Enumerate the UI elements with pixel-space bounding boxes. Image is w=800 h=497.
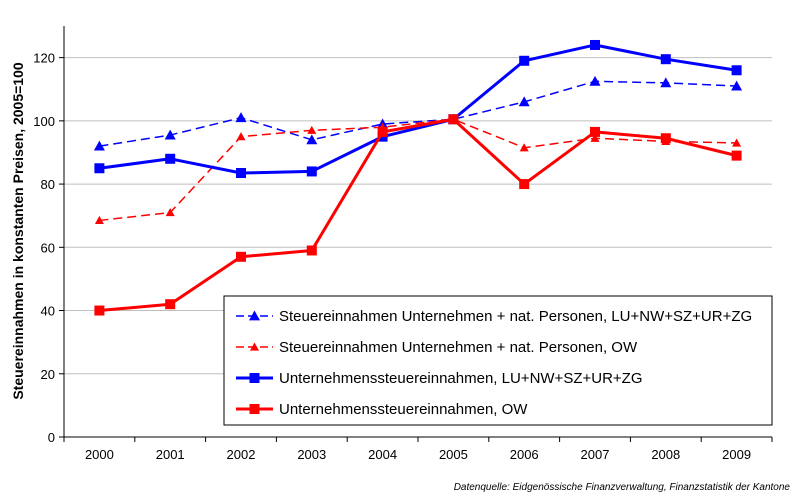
data-point bbox=[732, 138, 742, 147]
x-tick-labels: 2000 2001 2002 2003 2004 2005 2006 2007 2008 2009 bbox=[85, 447, 751, 462]
legend-item: Unternehmenssteuereinnahmen, LU+NW+SZ+UR… bbox=[236, 370, 643, 387]
series-1 bbox=[93, 75, 743, 151]
series-layer bbox=[93, 39, 743, 316]
data-point bbox=[731, 150, 742, 161]
data-point bbox=[519, 179, 530, 190]
data-point bbox=[164, 129, 176, 140]
x-tick-label: 2000 bbox=[85, 447, 114, 462]
data-point bbox=[518, 96, 530, 107]
y-tick-label: 40 bbox=[41, 304, 55, 319]
series-line bbox=[99, 43, 737, 175]
data-point bbox=[590, 39, 600, 50]
legend-swatch-marker bbox=[249, 310, 260, 321]
data-point bbox=[236, 168, 246, 179]
x-tick-label: 2002 bbox=[227, 447, 256, 462]
x-tick-label: 2008 bbox=[651, 447, 680, 462]
data-point bbox=[94, 215, 104, 225]
data-point bbox=[590, 133, 600, 142]
series-3 bbox=[94, 39, 742, 179]
data-source-note: Datenquelle: Eidgenössische Finanzverwal… bbox=[454, 482, 791, 493]
legend-swatch-marker bbox=[249, 404, 260, 414]
x-tick-label: 2001 bbox=[156, 447, 185, 462]
y-tick-label: 20 bbox=[41, 367, 55, 382]
y-tick-label: 60 bbox=[41, 240, 55, 255]
x-tick-label: 2005 bbox=[439, 447, 468, 462]
legend-item: Steuereinnahmen Unternehmen + nat. Perso… bbox=[236, 339, 638, 356]
data-point bbox=[236, 132, 246, 141]
data-point bbox=[589, 75, 601, 86]
series-line bbox=[99, 80, 737, 147]
y-tick-label: 120 bbox=[33, 51, 55, 66]
legend-swatch-marker bbox=[250, 342, 259, 351]
data-point bbox=[660, 54, 671, 65]
x-tick-label: 2006 bbox=[510, 447, 539, 462]
axes bbox=[59, 26, 773, 442]
legend-box bbox=[223, 295, 773, 426]
data-point bbox=[165, 153, 176, 164]
data-point bbox=[165, 208, 175, 217]
y-axis-label: Steuereinnahmen in konstanten Preisen, 2… bbox=[10, 62, 26, 400]
series-line bbox=[99, 118, 737, 222]
data-point bbox=[165, 299, 176, 310]
legend: Steuereinnahmen Unternehmen + nat. Perso… bbox=[223, 295, 773, 426]
data-point bbox=[731, 80, 743, 91]
data-point bbox=[448, 114, 459, 125]
legend-swatch-marker bbox=[249, 373, 260, 383]
y-tick-labels: 0 20 40 60 80 100 120 bbox=[33, 51, 55, 445]
data-point bbox=[519, 55, 530, 66]
data-point bbox=[660, 77, 672, 88]
x-tick-label: 2007 bbox=[581, 447, 610, 462]
data-point bbox=[660, 133, 671, 144]
series-2 bbox=[94, 114, 742, 225]
x-tick-label: 2003 bbox=[297, 447, 326, 462]
data-point bbox=[590, 126, 600, 137]
data-point bbox=[306, 134, 318, 145]
data-point bbox=[731, 65, 742, 76]
legend-label: Steuereinnahmen Unternehmen + nat. Perso… bbox=[279, 339, 638, 356]
data-point bbox=[236, 251, 246, 262]
legend-label: Unternehmenssteuereinnahmen, OW bbox=[279, 401, 528, 418]
series-line bbox=[99, 117, 737, 313]
legend-item: Steuereinnahmen Unternehmen + nat. Perso… bbox=[236, 308, 752, 325]
y-tick-label: 0 bbox=[48, 430, 55, 445]
series-4 bbox=[94, 114, 742, 316]
data-point bbox=[307, 125, 317, 134]
data-point bbox=[377, 126, 388, 137]
data-point bbox=[519, 143, 529, 152]
data-point bbox=[93, 140, 105, 151]
x-tick-label: 2004 bbox=[368, 447, 397, 462]
data-point bbox=[306, 166, 317, 177]
y-tick-label: 80 bbox=[41, 177, 55, 192]
legend-label: Unternehmenssteuereinnahmen, LU+NW+SZ+UR… bbox=[279, 370, 643, 387]
x-tick-label: 2009 bbox=[722, 447, 751, 462]
data-point bbox=[94, 163, 105, 174]
data-point bbox=[235, 112, 247, 123]
data-point bbox=[306, 245, 317, 256]
legend-label: Steuereinnahmen Unternehmen + nat. Perso… bbox=[279, 308, 752, 325]
data-point bbox=[94, 305, 105, 316]
y-tick-label: 100 bbox=[33, 114, 55, 129]
legend-item: Unternehmenssteuereinnahmen, OW bbox=[236, 401, 528, 418]
